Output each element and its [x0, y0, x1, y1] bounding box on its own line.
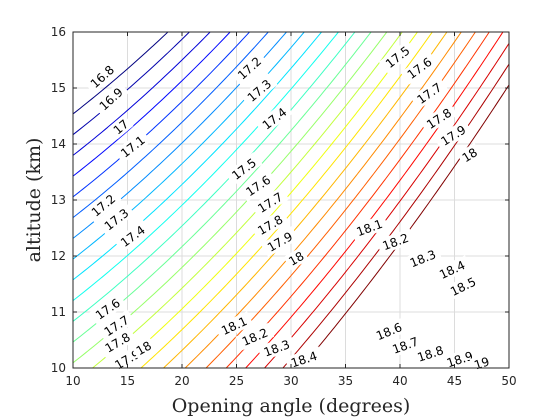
contour-label-bg — [255, 101, 293, 136]
contour-label-bg — [376, 228, 415, 255]
x-tick-label: 50 — [501, 374, 516, 388]
contour-label-text: 18 — [134, 339, 154, 359]
contour-label-bg — [225, 152, 263, 186]
contour-label-bg — [235, 322, 275, 351]
y-tick-label: 10 — [51, 361, 66, 375]
contour-label-bg — [98, 326, 137, 358]
contour-label-bg — [400, 51, 439, 85]
contour-label: 18 — [283, 246, 309, 271]
contour-label-bg — [107, 114, 134, 140]
contour-label-bg — [257, 334, 296, 362]
y-tick-label: 11 — [51, 305, 66, 319]
contour-label-text: 18 — [460, 145, 480, 165]
contour-label: 18 — [456, 142, 483, 167]
contour-label-bg — [260, 226, 300, 257]
contour-line-16-7 — [72, 31, 169, 115]
contour-label-bg — [434, 119, 473, 151]
contour-label-bg — [83, 58, 121, 94]
contour-label-bg — [432, 255, 472, 284]
contour-label-bg — [350, 214, 389, 241]
contour-line-17-0 — [72, 31, 231, 177]
y-tick-label: 12 — [51, 249, 66, 263]
contour-label-bg — [113, 219, 152, 253]
contour-line-17-2 — [72, 31, 269, 219]
x-tick-label: 40 — [392, 374, 407, 388]
contour-label-bg — [97, 309, 136, 342]
y-tick-label: 16 — [51, 25, 66, 39]
contour-label-bg — [283, 246, 309, 271]
y-tick-label: 15 — [51, 81, 66, 95]
contour-label-bg — [239, 169, 277, 202]
contour-label-bg — [284, 346, 324, 372]
contour-label-text: 18 — [286, 249, 306, 269]
contour-label-bg — [84, 188, 122, 223]
contour-label-bg — [231, 50, 268, 86]
x-axis-label: Opening angle (degrees) — [172, 395, 411, 417]
contour-label-bg — [214, 311, 254, 340]
contour-label-bg — [440, 346, 479, 372]
contour-label-bg — [250, 186, 290, 219]
axis-ticks: 10 15 20 25 30 35 40 45 50 10 11 12 13 14 15 16 — [51, 25, 517, 388]
y-tick-label: 13 — [51, 193, 66, 207]
contour-label-bg — [369, 317, 409, 345]
x-tick-label: 35 — [338, 374, 353, 388]
contour-label-bg — [130, 336, 157, 360]
contour-label-bg — [385, 331, 425, 359]
contour-label-bg — [88, 292, 127, 326]
x-tick-label: 45 — [447, 374, 462, 388]
y-tick-label: 14 — [51, 137, 66, 151]
contour-line-16-9 — [72, 31, 211, 156]
contour-label-bg — [443, 271, 483, 301]
contour-label-bg — [410, 76, 448, 110]
x-tick-label: 25 — [229, 374, 244, 388]
y-axis-label: altitude (km) — [23, 138, 45, 263]
contour-label-bg — [419, 102, 458, 135]
x-tick-label: 20 — [174, 374, 189, 388]
contour-label-bg — [456, 142, 483, 167]
x-tick-label: 30 — [283, 374, 298, 388]
contour-label-bg — [113, 129, 152, 164]
contour-label-bg — [403, 244, 443, 272]
contour-label-bg — [240, 73, 278, 108]
contour-label-bg — [97, 202, 135, 237]
x-tick-label: 15 — [120, 374, 135, 388]
contour-label-bg — [378, 39, 417, 74]
x-tick-label: 10 — [65, 374, 80, 388]
contour-label: 18 — [130, 336, 157, 360]
contour-label-bg — [411, 340, 450, 367]
contour-label-bg — [92, 81, 130, 117]
contour-label-bg — [250, 209, 290, 241]
